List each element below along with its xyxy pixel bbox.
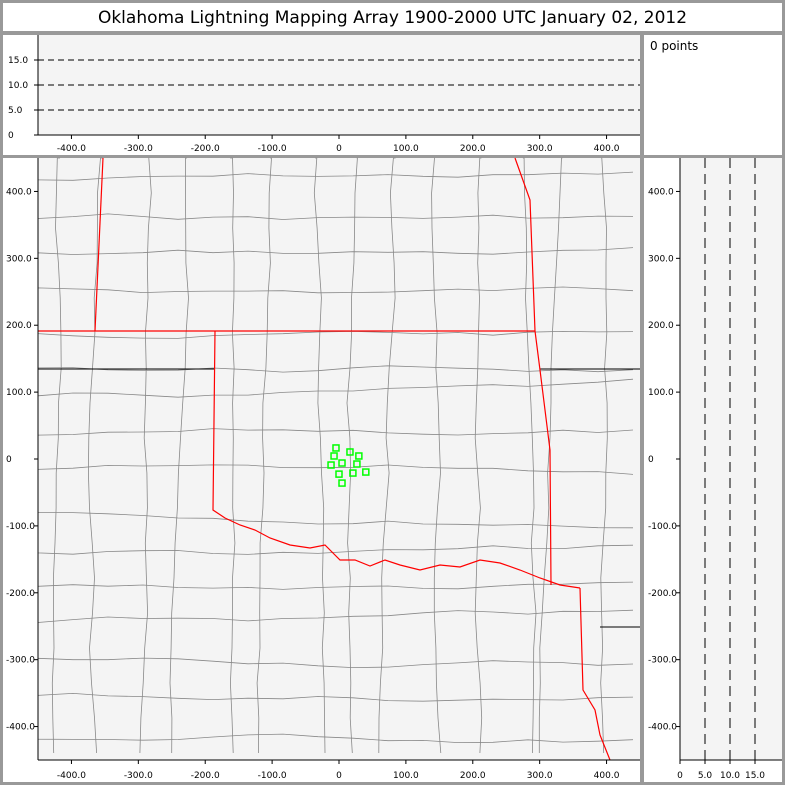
x-tick-label: 0 — [336, 144, 342, 154]
chart-title: Oklahoma Lightning Mapping Array 1900-20… — [3, 3, 782, 31]
source-point — [355, 452, 363, 460]
county-line — [37, 544, 634, 555]
source-point — [349, 469, 357, 477]
county-line — [87, 157, 103, 754]
county-line — [169, 157, 189, 754]
x-tick-label: 10.0 — [720, 771, 740, 781]
x-tick-label: 400.0 — [594, 771, 620, 781]
county-line — [313, 157, 326, 754]
x-tick-label: -400.0 — [57, 771, 86, 781]
source-point — [362, 468, 370, 476]
source-point — [327, 461, 335, 469]
y-tick-label: 400.0 — [6, 187, 32, 197]
y-tick-label: 300.0 — [6, 254, 32, 264]
county-line — [431, 157, 442, 754]
county-line — [522, 157, 537, 754]
county-line — [37, 330, 634, 339]
county-line — [37, 464, 634, 475]
source-point — [330, 452, 338, 460]
x-tick-label: 300.0 — [527, 771, 553, 781]
x-tick-label: -100.0 — [258, 144, 287, 154]
y-tick-label: 0 — [8, 131, 14, 141]
source-point — [332, 444, 340, 452]
county-line — [474, 157, 483, 754]
y-tick-label: 15.0 — [8, 56, 28, 66]
x-tick-label: 100.0 — [393, 144, 419, 154]
y-tick-label: -100.0 — [648, 522, 677, 532]
north-alt-plot-area — [680, 158, 782, 760]
y-tick-label: 0 — [648, 455, 654, 465]
source-point — [335, 470, 343, 478]
county-line — [229, 157, 236, 754]
county-line — [600, 157, 608, 754]
x-tick-label: 100.0 — [393, 771, 419, 781]
y-tick-label: -100.0 — [6, 522, 35, 532]
county-line — [37, 657, 634, 669]
y-tick-label: 200.0 — [6, 321, 32, 331]
county-line — [378, 157, 396, 754]
x-tick-label: 400.0 — [594, 144, 620, 154]
x-tick-label: 0 — [336, 771, 342, 781]
x-tick-label: -300.0 — [124, 771, 153, 781]
x-tick-label: 200.0 — [460, 771, 486, 781]
x-tick-label: 15.0 — [745, 771, 765, 781]
county-line — [37, 428, 634, 438]
red-river-border — [212, 330, 581, 589]
county-line — [37, 364, 634, 373]
y-tick-label: 10.0 — [8, 81, 28, 91]
x-tick-label: 300.0 — [527, 144, 553, 154]
county-line — [538, 157, 563, 753]
county-line — [256, 157, 272, 754]
y-tick-label: -300.0 — [6, 656, 35, 666]
y-tick-label: -400.0 — [648, 723, 677, 733]
y-tick-label: 5.0 — [8, 106, 23, 116]
x-tick-label: -100.0 — [258, 771, 287, 781]
x-tick-label: -300.0 — [124, 144, 153, 154]
y-tick-label: 400.0 — [648, 187, 674, 197]
county-line — [346, 157, 358, 754]
y-tick-label: -400.0 — [6, 723, 35, 733]
y-tick-label: 200.0 — [648, 321, 674, 331]
texas-louisiana-border — [579, 587, 611, 761]
x-tick-label: -400.0 — [57, 144, 86, 154]
x-tick-label: -200.0 — [191, 771, 220, 781]
points-count-panel: 0 points — [644, 35, 782, 155]
source-point — [338, 479, 346, 487]
source-point — [346, 448, 354, 456]
x-tick-label: 5.0 — [698, 771, 713, 781]
county-line — [37, 286, 634, 294]
y-tick-label: -300.0 — [648, 656, 677, 666]
county-line — [139, 157, 152, 754]
y-tick-label: 300.0 — [648, 254, 674, 264]
y-tick-label: -200.0 — [6, 589, 35, 599]
source-point — [338, 459, 346, 467]
x-tick-label: 0 — [677, 771, 683, 781]
county-line — [37, 692, 634, 702]
county-line — [37, 512, 634, 529]
county-line — [37, 213, 634, 220]
county-lines — [37, 157, 634, 754]
county-line — [37, 581, 634, 590]
y-tick-label: 0 — [6, 455, 12, 465]
colorado-kansas-border — [94, 157, 104, 332]
y-tick-label: -200.0 — [648, 589, 677, 599]
county-line — [37, 171, 634, 181]
county-line — [51, 157, 62, 754]
y-tick-label: 100.0 — [6, 388, 32, 398]
county-line — [37, 247, 634, 255]
county-line — [37, 609, 634, 624]
x-tick-label: -200.0 — [191, 144, 220, 154]
county-line — [37, 733, 634, 744]
y-tick-label: 100.0 — [648, 388, 674, 398]
x-tick-label: 200.0 — [460, 144, 486, 154]
oklahoma-eastern-border — [514, 157, 552, 586]
points-count: 0 points — [650, 39, 699, 53]
source-point — [353, 460, 361, 468]
